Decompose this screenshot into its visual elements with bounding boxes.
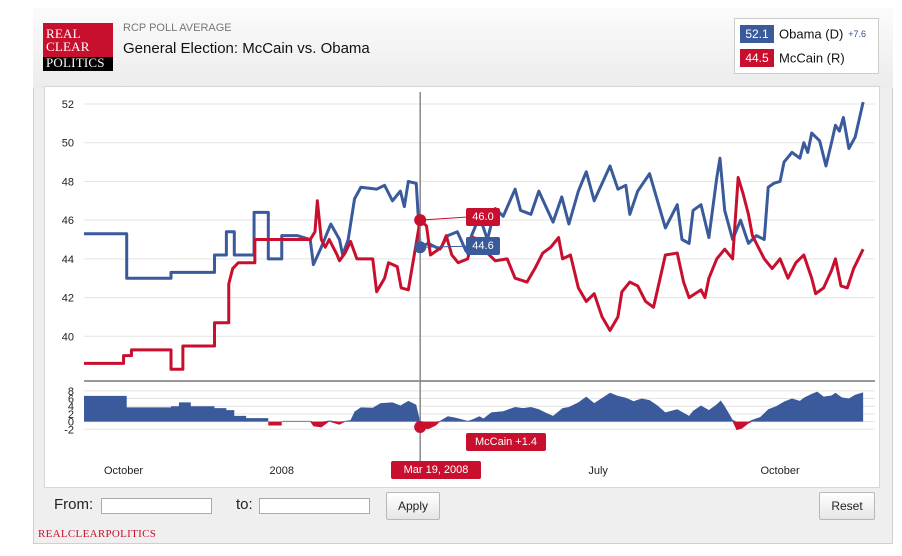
legend-obama-name: Obama (D) xyxy=(779,26,844,42)
spread-tick-label: 8 xyxy=(68,386,74,398)
footer-brand[interactable]: REALCLEARPOLITICS xyxy=(38,528,157,540)
spread-tick-label: 6 xyxy=(68,394,74,406)
spread-tick-label: 0 xyxy=(68,417,74,429)
chart-title: General Election: McCain vs. Obama xyxy=(123,40,370,57)
obama-connector xyxy=(420,245,467,248)
x-tick-label: 2008 xyxy=(270,465,294,477)
date-range-controls: From: to: Apply Reset xyxy=(44,490,880,522)
logo-line-1: REAL xyxy=(46,26,81,41)
y-tick-label: 42 xyxy=(62,293,74,305)
tooltip-spread: McCain +1.4 xyxy=(466,433,546,451)
logo-red-band xyxy=(43,23,113,57)
legend-mccain-name: McCain (R) xyxy=(779,50,845,66)
to-date-input[interactable] xyxy=(259,498,370,514)
y-tick-label: 40 xyxy=(62,331,74,343)
tooltip-date: Mar 19, 2008 xyxy=(391,461,481,479)
plot-area[interactable]: 40 42 44 46 48 50 52 -2 0 2 4 6 8 October 2008 July Octo… xyxy=(44,86,880,488)
tooltip-obama-value: 44.6 xyxy=(466,237,500,255)
tooltip-mccain-value: 46.0 xyxy=(466,208,500,226)
logo-line-2: CLEAR xyxy=(46,39,90,54)
x-tick-label: October xyxy=(761,465,800,477)
spread-area-mccain xyxy=(84,421,864,431)
mccain-connector xyxy=(420,216,467,221)
y-tick-label: 52 xyxy=(62,99,74,111)
spread-tick-label: 4 xyxy=(68,401,74,413)
logo-line-3: POLITICS xyxy=(46,55,105,70)
spread-tick-label: -2 xyxy=(64,424,74,436)
legend-obama-value: 52.1 xyxy=(740,25,774,43)
legend-mccain-value: 44.5 xyxy=(740,49,774,67)
spread-marker xyxy=(414,421,427,433)
legend: 52.1 Obama (D) +7.6 44.5 McCain (R) xyxy=(734,18,879,74)
y-tick-label: 50 xyxy=(62,138,74,150)
from-date-input[interactable] xyxy=(101,498,212,514)
spread-area-obama xyxy=(84,391,864,422)
from-label: From: xyxy=(54,496,94,513)
y-tick-label: 44 xyxy=(62,254,74,266)
to-label: to: xyxy=(236,496,253,513)
apply-button[interactable]: Apply xyxy=(386,492,440,520)
x-tick-label: July xyxy=(588,465,608,477)
legend-obama[interactable]: 52.1 Obama (D) +7.6 xyxy=(740,25,866,45)
legend-mccain[interactable]: 44.5 McCain (R) xyxy=(740,49,845,69)
x-tick-label: October xyxy=(104,465,143,477)
legend-obama-change: +7.6 xyxy=(848,29,867,39)
y-tick-label: 48 xyxy=(62,176,74,188)
reset-button[interactable]: Reset xyxy=(819,492,875,520)
mccain-line xyxy=(84,176,865,371)
spread-tick-label: 2 xyxy=(68,409,74,421)
poll-kicker: RCP POLL AVERAGE xyxy=(123,22,232,34)
y-tick-label: 46 xyxy=(62,215,74,227)
rcp-logo[interactable]: REAL CLEAR POLITICS xyxy=(43,23,113,71)
